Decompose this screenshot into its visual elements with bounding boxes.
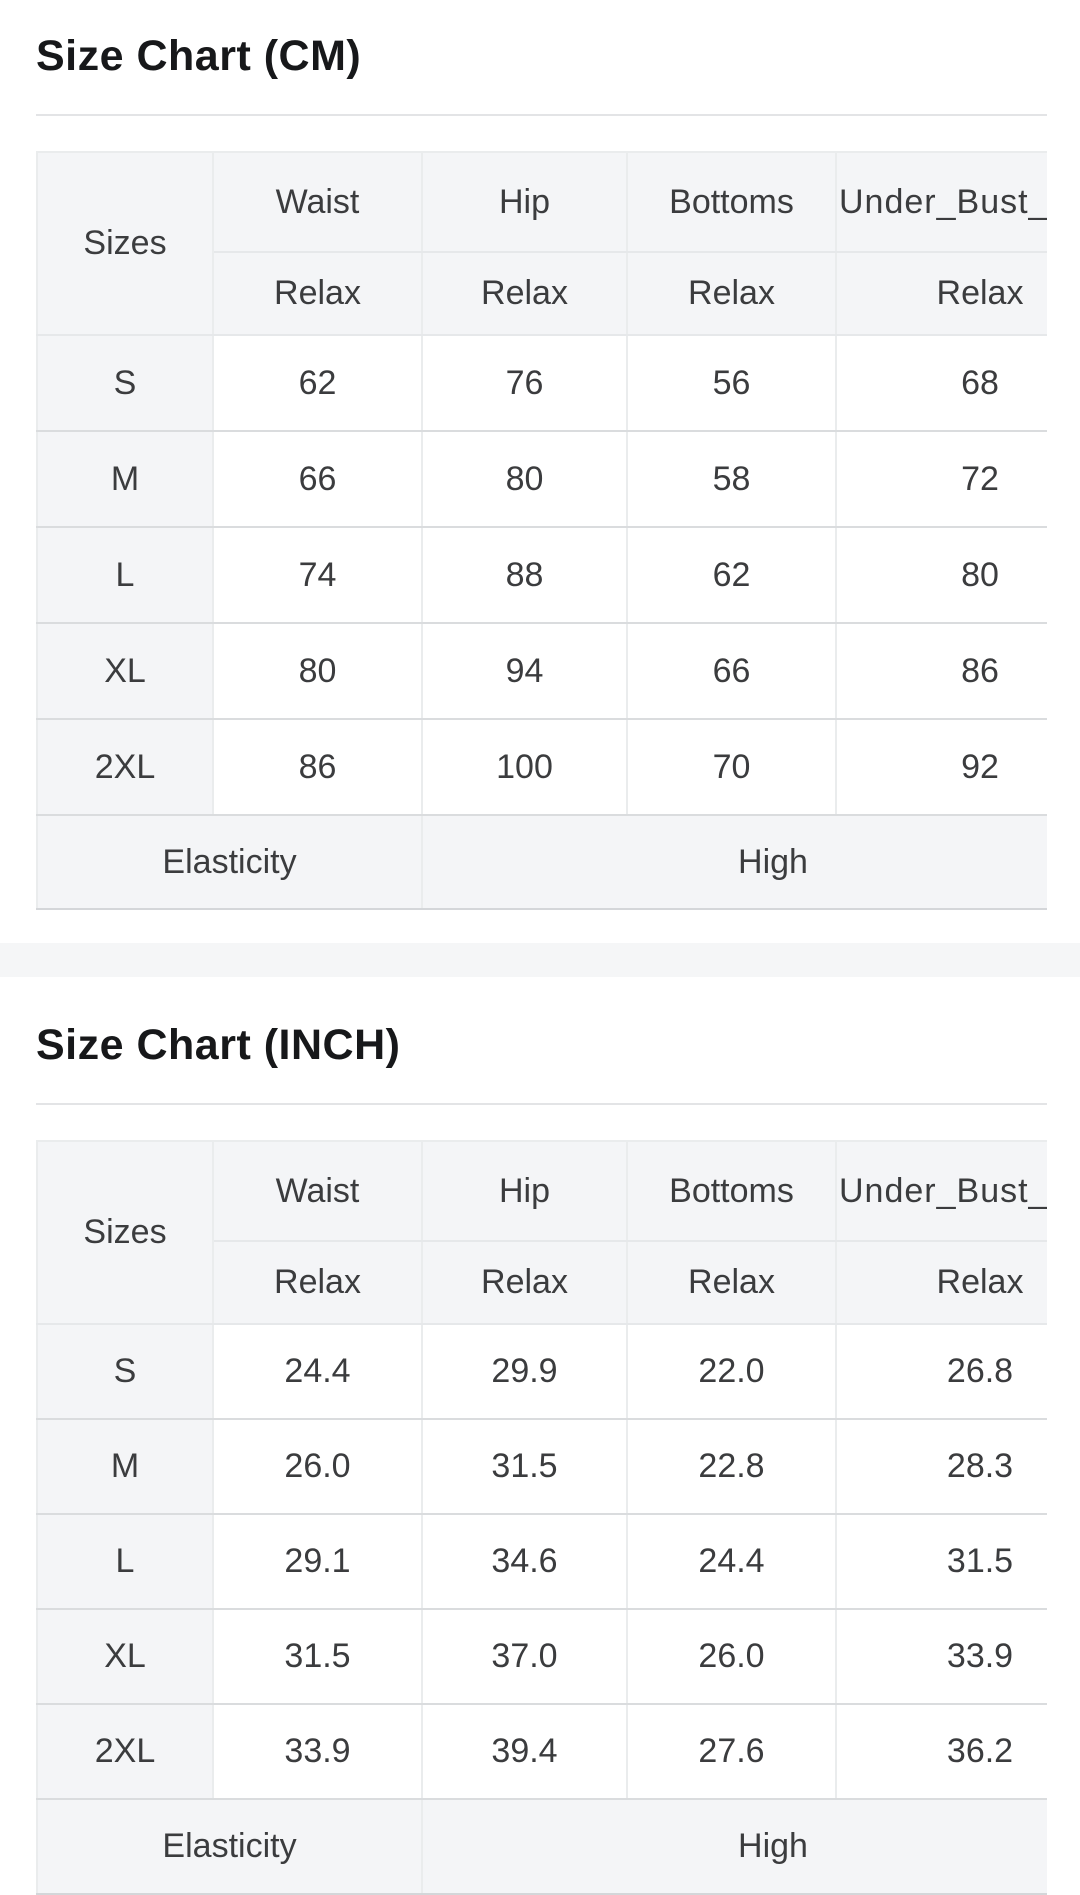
value-cell: 100 (421, 718, 628, 816)
fit-header-cell: Relax (626, 1240, 837, 1325)
size-table: Sizes Waist Hip Bottoms Under_Bust_ Relax Rela… (36, 151, 1047, 910)
value-cell: 24.4 (212, 1323, 423, 1420)
size-label-cell: L (36, 1513, 214, 1610)
value-cell: 94 (421, 622, 628, 720)
column-header-hip: Hip (421, 1140, 628, 1242)
size-label-cell: 2XL (36, 718, 214, 816)
fit-header-cell: Relax (421, 1240, 628, 1325)
fit-header-cell: Relax (212, 251, 423, 336)
table-row-size-s: S 62 76 56 68 (36, 334, 1047, 432)
column-header-under-bust: Under_Bust_ (835, 1140, 1047, 1242)
size-label-cell: M (36, 1418, 214, 1515)
table-row-size-l: L 74 88 62 80 (36, 526, 1047, 624)
value-cell: 27.6 (626, 1703, 837, 1800)
value-cell: 29.9 (421, 1323, 628, 1420)
section-cm: Size Chart (CM) Sizes Waist Hip Bottoms Unde… (36, 0, 1047, 910)
divider-line (36, 114, 1047, 116)
elasticity-row: Elasticity High (36, 814, 1047, 910)
fit-header-cell: Relax (421, 251, 628, 336)
elasticity-label-cell: Elasticity (36, 1798, 423, 1895)
column-header-hip: Hip (421, 151, 628, 253)
elasticity-value-cell: High (421, 1798, 1047, 1895)
value-cell: 22.8 (626, 1418, 837, 1515)
value-cell: 31.5 (212, 1608, 423, 1705)
table-row-size-s: S 24.4 29.9 22.0 26.8 (36, 1323, 1047, 1420)
value-cell: 31.5 (421, 1418, 628, 1515)
table-row-size-xl: XL 31.5 37.0 26.0 33.9 (36, 1608, 1047, 1705)
value-cell: 24.4 (626, 1513, 837, 1610)
elasticity-value-cell: High (421, 814, 1047, 910)
value-cell: 31.5 (835, 1513, 1047, 1610)
size-label-cell: XL (36, 622, 214, 720)
value-cell: 92 (835, 718, 1047, 816)
value-cell: 33.9 (835, 1608, 1047, 1705)
value-cell: 26.8 (835, 1323, 1047, 1420)
elasticity-row: Elasticity High (36, 1798, 1047, 1895)
value-cell: 86 (835, 622, 1047, 720)
value-cell: 39.4 (421, 1703, 628, 1800)
table-row-size-m: M 26.0 31.5 22.8 28.3 (36, 1418, 1047, 1515)
fit-header-cell: Relax (626, 251, 837, 336)
fit-header-cell: Relax (835, 251, 1047, 336)
divider-line (36, 1103, 1047, 1105)
value-cell: 28.3 (835, 1418, 1047, 1515)
value-cell: 88 (421, 526, 628, 624)
value-cell: 26.0 (626, 1608, 837, 1705)
size-label-cell: M (36, 430, 214, 528)
value-cell: 56 (626, 334, 837, 432)
fit-header-cell: Relax (835, 1240, 1047, 1325)
value-cell: 22.0 (626, 1323, 837, 1420)
sizes-header-cell: Sizes (36, 151, 214, 336)
table-row-size-l: L 29.1 34.6 24.4 31.5 (36, 1513, 1047, 1610)
sizes-header-cell: Sizes (36, 1140, 214, 1325)
size-table-scroll-inch[interactable]: Sizes Waist Hip Bottoms Under_Bust_ Relax Rela… (36, 1140, 1047, 1895)
value-cell: 74 (212, 526, 423, 624)
size-table-scroll-cm[interactable]: Sizes Waist Hip Bottoms Under_Bust_ Relax Rela… (36, 151, 1047, 910)
column-header-waist: Waist (212, 1140, 423, 1242)
size-label-cell: XL (36, 1608, 214, 1705)
value-cell: 66 (212, 430, 423, 528)
value-cell: 58 (626, 430, 837, 528)
size-label-cell: S (36, 334, 214, 432)
page-title-cm: Size Chart (CM) (36, 32, 362, 80)
column-header-bottoms: Bottoms (626, 151, 837, 253)
value-cell: 34.6 (421, 1513, 628, 1610)
page-title-inch: Size Chart (INCH) (36, 1021, 401, 1069)
elasticity-label-cell: Elasticity (36, 814, 423, 910)
value-cell: 62 (626, 526, 837, 624)
value-cell: 72 (835, 430, 1047, 528)
column-header-bottoms: Bottoms (626, 1140, 837, 1242)
value-cell: 76 (421, 334, 628, 432)
value-cell: 62 (212, 334, 423, 432)
section-inch: Size Chart (INCH) Sizes Waist Hip Bottoms Un… (36, 977, 1047, 1895)
value-cell: 26.0 (212, 1418, 423, 1515)
value-cell: 36.2 (835, 1703, 1047, 1800)
size-label-cell: L (36, 526, 214, 624)
section-separator-band (0, 943, 1080, 977)
value-cell: 33.9 (212, 1703, 423, 1800)
fit-header-cell: Relax (212, 1240, 423, 1325)
value-cell: 70 (626, 718, 837, 816)
table-row-size-2xl: 2XL 86 100 70 92 (36, 718, 1047, 816)
value-cell: 37.0 (421, 1608, 628, 1705)
table-row-size-xl: XL 80 94 66 86 (36, 622, 1047, 720)
size-label-cell: 2XL (36, 1703, 214, 1800)
value-cell: 80 (421, 430, 628, 528)
table-row-size-m: M 66 80 58 72 (36, 430, 1047, 528)
value-cell: 80 (835, 526, 1047, 624)
value-cell: 66 (626, 622, 837, 720)
value-cell: 68 (835, 334, 1047, 432)
value-cell: 86 (212, 718, 423, 816)
column-header-under-bust: Under_Bust_ (835, 151, 1047, 253)
value-cell: 29.1 (212, 1513, 423, 1610)
size-label-cell: S (36, 1323, 214, 1420)
table-row-size-2xl: 2XL 33.9 39.4 27.6 36.2 (36, 1703, 1047, 1800)
value-cell: 80 (212, 622, 423, 720)
size-table: Sizes Waist Hip Bottoms Under_Bust_ Relax Rela… (36, 1140, 1047, 1895)
column-header-waist: Waist (212, 151, 423, 253)
